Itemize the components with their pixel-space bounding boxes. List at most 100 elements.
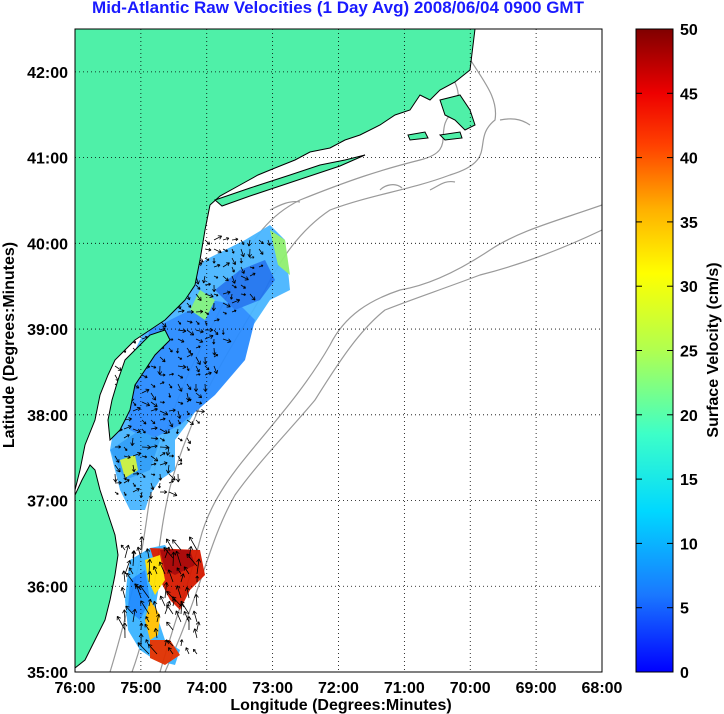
velocity-arrow (172, 596, 182, 607)
velocity-arrow (168, 480, 174, 484)
velocity-arrow (150, 401, 158, 408)
velocity-arrow (158, 561, 166, 575)
velocity-arrow (195, 338, 204, 343)
velocity-arrow (186, 398, 192, 403)
velocity-arrow (213, 263, 221, 268)
velocity-arrow (195, 419, 200, 424)
velocity-arrow (167, 428, 171, 434)
velocity-arrow (204, 239, 211, 245)
velocity-arrow (204, 257, 210, 261)
velocity-arrow (159, 444, 170, 450)
velocity-arrow (231, 298, 241, 304)
velocity-arrow (213, 354, 219, 358)
velocity-arrow (132, 451, 142, 457)
velocity-arrow (141, 444, 152, 450)
velocity-arrow (168, 372, 174, 376)
velocity-arrow (159, 595, 166, 607)
x-tick-label: 71:00 (384, 680, 425, 697)
velocity-arrow (159, 381, 165, 385)
velocity-arrow (137, 642, 150, 655)
velocity-arrow (202, 275, 207, 284)
velocity-arrow (123, 491, 127, 496)
velocity-arrow (159, 327, 166, 331)
velocity-arrow (157, 365, 163, 375)
velocity-arrow (150, 419, 156, 425)
velocity-arrow (176, 567, 182, 575)
velocity-arrow (130, 437, 135, 446)
velocity-arrow (167, 569, 174, 583)
velocity-arrow (163, 581, 169, 599)
velocity-arrow (240, 248, 245, 258)
velocity-arrow (152, 600, 158, 615)
velocity-arrow (195, 309, 204, 314)
velocity-arrow (168, 491, 178, 497)
velocity-arrow (195, 408, 205, 414)
velocity-arrow (124, 560, 132, 575)
velocity-arrow (222, 311, 227, 315)
velocity-arrow (172, 539, 182, 551)
velocity-arrow (164, 600, 171, 615)
velocity-arrow (177, 364, 187, 370)
velocity-arrow (123, 446, 128, 452)
velocity-arrow (168, 647, 174, 655)
velocity-arrow (195, 575, 199, 583)
velocity-arrow (150, 473, 156, 476)
velocity-arrow (176, 428, 179, 435)
velocity-arrow (193, 594, 199, 607)
velocity-arrow (222, 338, 232, 343)
velocity-arrow (249, 266, 255, 270)
colorbar-tick-label: 30 (680, 279, 698, 296)
colorbar-tick-label: 25 (680, 344, 698, 361)
velocity-arrow (156, 613, 161, 623)
y-tick-label: 39:00 (27, 322, 68, 339)
velocity-arrow (186, 353, 194, 358)
velocity-arrow (149, 491, 153, 499)
velocity-arrow (148, 598, 152, 607)
velocity-arrow (141, 401, 151, 407)
velocity-arrow (150, 444, 158, 449)
velocity-arrow (177, 320, 182, 325)
velocity-arrow (240, 284, 246, 289)
velocity-arrow (132, 472, 140, 476)
velocity-arrow (185, 586, 190, 599)
velocity-arrow (195, 356, 201, 365)
velocity-arrow (150, 383, 156, 388)
y-tick-label: 42:00 (27, 65, 68, 82)
velocity-arrow (239, 257, 243, 264)
velocity-arrow (132, 406, 141, 412)
velocity-arrow (126, 572, 134, 583)
x-tick-label: 68:00 (582, 680, 623, 697)
velocity-arrow (204, 282, 211, 287)
velocity-arrow (177, 419, 181, 425)
velocity-arrow (231, 237, 239, 242)
velocity-arrow (204, 371, 212, 376)
velocity-arrow (231, 309, 237, 313)
velocity-arrow (150, 462, 157, 466)
colorbar-tick-label: 45 (680, 86, 698, 103)
map-title: Mid-Atlantic Raw Velocities (1 Day Avg) … (92, 0, 585, 17)
velocity-arrow (147, 558, 153, 575)
velocity-arrow (139, 536, 145, 551)
velocity-arrow (186, 383, 192, 391)
velocity-arrow (114, 455, 120, 463)
velocity-arrow (123, 455, 131, 459)
velocity-arrow (113, 473, 118, 483)
velocity-arrow (159, 490, 168, 494)
y-tick-label: 41:00 (27, 151, 68, 168)
velocity-arrow (222, 275, 229, 282)
velocity-arrow (213, 235, 223, 241)
velocity-arrow (196, 558, 202, 575)
velocity-arrow (240, 293, 246, 296)
velocity-arrow (168, 383, 173, 389)
velocity-arrow (231, 284, 237, 289)
colorbar-tick-label: 35 (680, 215, 698, 232)
velocity-arrow (141, 455, 148, 459)
velocity-arrow (204, 293, 214, 298)
velocity-arrow (122, 622, 128, 639)
velocity-arrow (231, 248, 235, 254)
velocity-arrow (164, 639, 168, 647)
velocity-arrow (177, 374, 184, 379)
velocity-arrow (132, 428, 141, 433)
